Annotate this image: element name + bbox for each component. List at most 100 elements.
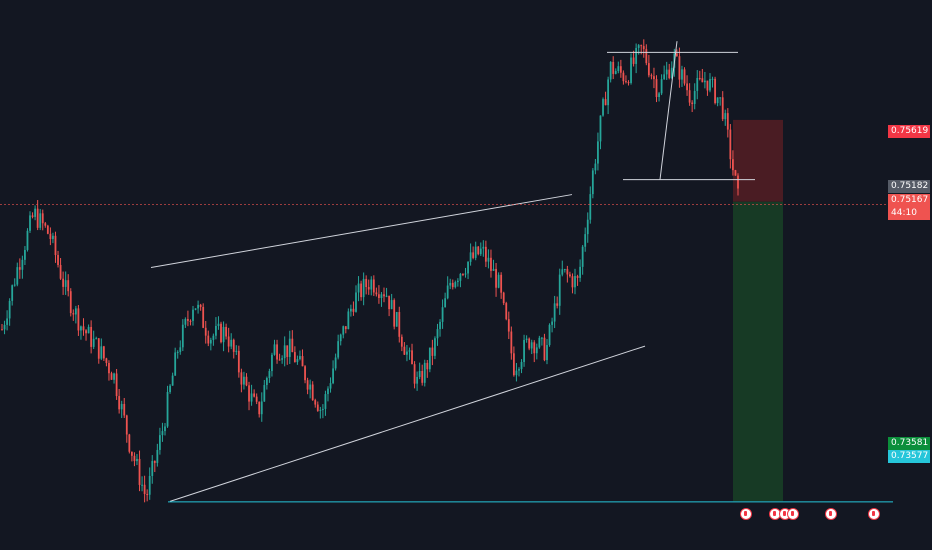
candle-body	[31, 215, 34, 217]
candle-body	[202, 306, 205, 328]
flag-icon[interactable]	[868, 508, 880, 520]
candle-body	[546, 345, 548, 361]
candle-body	[737, 175, 739, 189]
candle-body	[102, 346, 105, 359]
drawings	[0, 41, 893, 503]
candle-body	[467, 261, 469, 274]
candle-body	[192, 309, 194, 321]
candle-body	[215, 325, 217, 336]
candle-body	[143, 484, 146, 495]
candle-body	[385, 295, 388, 297]
candle-body	[258, 401, 261, 415]
candle-body	[179, 347, 182, 352]
candle-body	[41, 213, 44, 224]
candle-body	[187, 319, 189, 321]
candle-body	[497, 274, 500, 288]
candle-body	[245, 376, 248, 386]
candle-body	[490, 257, 492, 271]
candle-body	[400, 336, 403, 347]
candle-body	[281, 358, 284, 360]
candle-body	[1, 329, 3, 331]
candle-body	[390, 300, 393, 310]
candle-body	[110, 373, 113, 380]
target-price-label: 0.73581	[888, 437, 930, 450]
candle-body	[324, 394, 327, 409]
candle-body	[80, 326, 82, 331]
candle-body	[444, 298, 447, 308]
candle-body	[54, 235, 57, 256]
candle-body	[706, 80, 709, 91]
candle-body	[204, 327, 207, 336]
prev-close-label: 0.75182	[888, 180, 930, 193]
candle-body	[614, 70, 617, 74]
candle-body	[459, 273, 462, 281]
candle-body	[436, 329, 439, 339]
candle-body	[645, 49, 648, 64]
candle-body	[548, 324, 551, 346]
candle-body	[367, 287, 370, 290]
candle-body	[286, 345, 289, 357]
candle-body	[128, 434, 131, 452]
candle-body	[423, 362, 426, 383]
candle-body	[230, 339, 233, 347]
candle-body	[686, 83, 688, 91]
flag-icon[interactable]	[787, 508, 799, 520]
candle-body	[133, 455, 136, 462]
candle-body	[301, 356, 304, 367]
candle-body	[113, 373, 115, 380]
candle-body	[492, 268, 495, 271]
candle-body	[171, 375, 174, 386]
candle-body	[156, 449, 159, 463]
candle-body	[421, 370, 424, 383]
candle-body	[721, 97, 724, 120]
candle-body	[34, 208, 37, 217]
candle-body	[512, 353, 515, 376]
candle-body	[125, 415, 128, 435]
candle-body	[701, 78, 704, 83]
candle-body	[729, 129, 732, 160]
flag-icon[interactable]	[825, 508, 837, 520]
channel-lower-line	[169, 345, 646, 502]
candle-body	[395, 312, 398, 327]
candle-body	[100, 346, 103, 359]
candle-body	[349, 308, 352, 312]
candle-body	[217, 323, 220, 326]
candle-body	[683, 69, 686, 84]
candle-body	[6, 318, 8, 325]
candle-body	[462, 273, 464, 275]
candle-body	[556, 303, 559, 306]
candle-body	[428, 347, 431, 370]
candle-body	[441, 307, 444, 322]
candle-body	[18, 267, 21, 270]
candle-body	[375, 292, 378, 295]
candle-body	[11, 285, 14, 301]
candle-body	[688, 90, 691, 103]
candle-body	[321, 408, 324, 410]
candle-body	[571, 276, 574, 288]
candle-body	[594, 163, 597, 171]
candle-body	[329, 383, 332, 389]
candle-body	[319, 409, 322, 411]
candle-body	[640, 45, 643, 47]
candle-body	[29, 215, 31, 231]
candle-body	[3, 324, 6, 330]
candle-body	[566, 269, 569, 275]
candle-body	[551, 321, 553, 325]
candle-body	[681, 69, 683, 80]
candle-body	[732, 159, 734, 171]
candle-body	[260, 401, 263, 415]
flag-icon[interactable]	[740, 508, 752, 520]
candle-body	[263, 385, 266, 402]
candle-body	[44, 223, 47, 226]
candle-body	[209, 339, 212, 344]
candle-body	[431, 347, 434, 356]
candle-body	[85, 330, 87, 334]
candle-body	[500, 274, 503, 293]
candle-body	[57, 255, 59, 265]
candle-body	[625, 81, 627, 83]
candle-body	[561, 269, 564, 275]
candle-body	[482, 246, 485, 249]
candle-body	[181, 324, 184, 348]
candle-body	[288, 338, 291, 357]
